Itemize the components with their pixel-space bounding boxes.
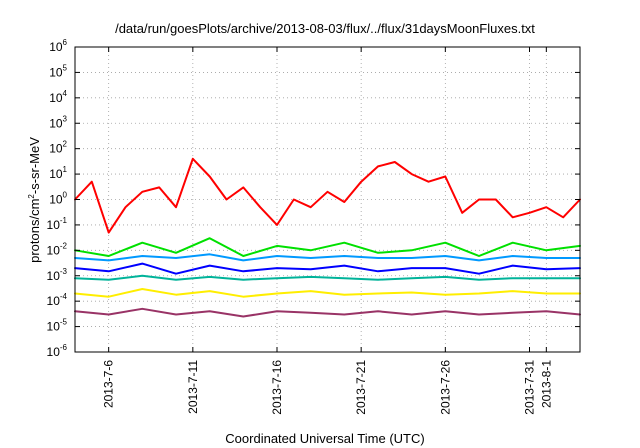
series-line-7 [74,307,581,318]
y-tick-label: 105 [49,63,67,79]
x-axis: 2013-7-6 2013-7-11 2013-7-16 2013-7-21 2013-… [102,47,553,415]
series-line-6 [74,288,581,298]
y-tick-label: 100 [49,191,67,207]
y-tick-label-exp: 6 [63,38,68,47]
y-tick-label-exp: 4 [63,89,68,98]
y-tick-label-base: 10 [47,294,61,308]
x-tick-label: 2013-7-26 [438,360,452,415]
x-tick-label: 2013-7-11 [186,360,200,414]
series-line-1 [74,157,581,234]
chart-title: /data/run/goesPlots/archive/2013-08-03/f… [115,21,535,36]
y-axis: 10-610-510-410-310-210-11001011021031041… [47,38,580,359]
y-tick-label: 10-5 [47,318,68,334]
y-tick-label-exp: -3 [60,267,68,276]
y-tick-label-base: 10 [49,193,63,207]
grid [75,47,580,352]
y-tick-label-base: 10 [49,116,63,130]
series-line-5 [74,274,581,281]
y-tick-label-base: 10 [47,345,61,359]
series-layer [74,157,581,318]
y-tick-label-base: 10 [49,91,63,105]
y-tick-label-exp: -6 [60,343,68,352]
y-tick-label: 10-4 [47,292,68,308]
y-tick-label: 10-6 [47,343,68,359]
y-tick-label: 106 [49,38,67,54]
y-tick-label-base: 10 [49,65,63,79]
y-axis-label: protons/cm2-s-sr-MeV [27,137,42,263]
y-tick-label-exp: 0 [63,191,68,200]
y-tick-label-base: 10 [49,142,63,156]
y-tick-label: 103 [49,114,67,130]
x-tick-label: 2013-7-21 [354,360,368,415]
y-tick-label: 102 [49,140,67,156]
y-tick-label: 10-2 [47,241,68,257]
y-axis-label-sup: 2 [27,194,36,199]
x-tick-label: 2013-7-31 [523,360,537,415]
series-line-2 [74,237,581,257]
x-tick-label: 2013-7-6 [102,360,116,408]
series-line-3 [74,253,581,262]
y-tick-label: 104 [49,89,67,105]
y-tick-label-exp: -2 [60,241,68,250]
y-tick-label: 10-1 [47,216,68,232]
y-tick-label-base: 10 [47,320,61,334]
y-tick-label-base: 10 [49,167,63,181]
y-tick-label: 101 [49,165,67,181]
y-tick-label-base: 10 [47,269,61,283]
x-tick-label: 2013-7-16 [270,360,284,415]
y-tick-label-exp: -1 [60,216,68,225]
series-line-4 [74,262,581,275]
y-tick-label-base: 10 [47,243,61,257]
y-tick-label-exp: 2 [63,140,68,149]
x-axis-label: Coordinated Universal Time (UTC) [225,431,424,446]
y-axis-label-rest: -s-sr-MeV [27,137,42,194]
y-tick-label-exp: 3 [63,114,68,123]
y-tick-label: 10-3 [47,267,68,283]
x-tick-label: 2013-8-1 [539,360,553,408]
y-tick-label-exp: -5 [60,318,68,327]
y-tick-label-exp: 1 [63,165,68,174]
y-tick-label-base: 10 [49,40,63,54]
y-tick-label-base: 10 [47,218,61,232]
y-tick-label-exp: -4 [60,292,68,301]
y-axis-label-base: protons/cm [27,199,42,263]
y-tick-label-exp: 5 [63,63,68,72]
